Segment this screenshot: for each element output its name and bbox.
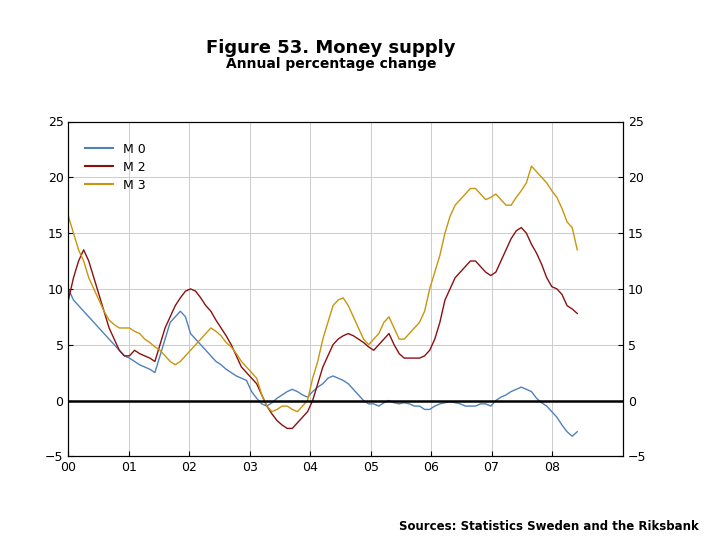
Text: SVERIGES
RIKSBANK: SVERIGES RIKSBANK xyxy=(648,39,688,52)
Text: Figure 53. Money supply: Figure 53. Money supply xyxy=(207,39,456,57)
Legend: M 0, M 2, M 3: M 0, M 2, M 3 xyxy=(80,138,150,197)
Text: Annual percentage change: Annual percentage change xyxy=(226,57,436,71)
Text: Sources: Statistics Sweden and the Riksbank: Sources: Statistics Sweden and the Riksb… xyxy=(399,520,698,533)
